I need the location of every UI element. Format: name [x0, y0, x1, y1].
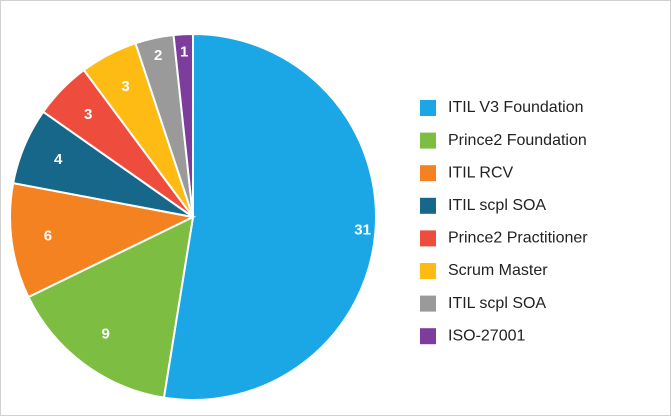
slice-label: 6 — [44, 227, 52, 244]
legend-label: ITIL RCV — [448, 164, 514, 181]
legend-label: ISO-27001 — [448, 327, 525, 344]
legend-swatch — [420, 197, 436, 214]
pie-slice — [27, 215, 195, 399]
slice-label: 2 — [154, 47, 162, 64]
legend-swatch — [420, 263, 436, 279]
slice-label: 3 — [84, 106, 92, 123]
slice-label: 1 — [180, 44, 188, 61]
slice-label: 4 — [54, 151, 63, 168]
pie-slice — [162, 32, 377, 401]
legend-swatch — [420, 295, 436, 312]
pie-slice — [172, 32, 194, 218]
legend-swatch — [420, 165, 436, 182]
slice-label: 31 — [354, 222, 371, 239]
legend-label: ITIL scpl SOA — [448, 295, 546, 312]
legend-swatch — [420, 100, 436, 116]
legend-label: ITIL scpl SOA — [448, 197, 546, 214]
legend-label: Prince2 Foundation — [448, 132, 587, 149]
legend-swatch — [420, 328, 436, 345]
pie-slice — [9, 181, 197, 299]
legend-swatch — [420, 132, 436, 149]
slice-label: 3 — [121, 78, 129, 95]
legend-label: Prince2 Practitioner — [448, 230, 588, 247]
legend-label: ITIL V3 Foundation — [448, 99, 584, 116]
legend-swatch — [420, 230, 436, 247]
slice-label: 9 — [102, 325, 110, 342]
legend-label: Scrum Master — [448, 262, 548, 279]
